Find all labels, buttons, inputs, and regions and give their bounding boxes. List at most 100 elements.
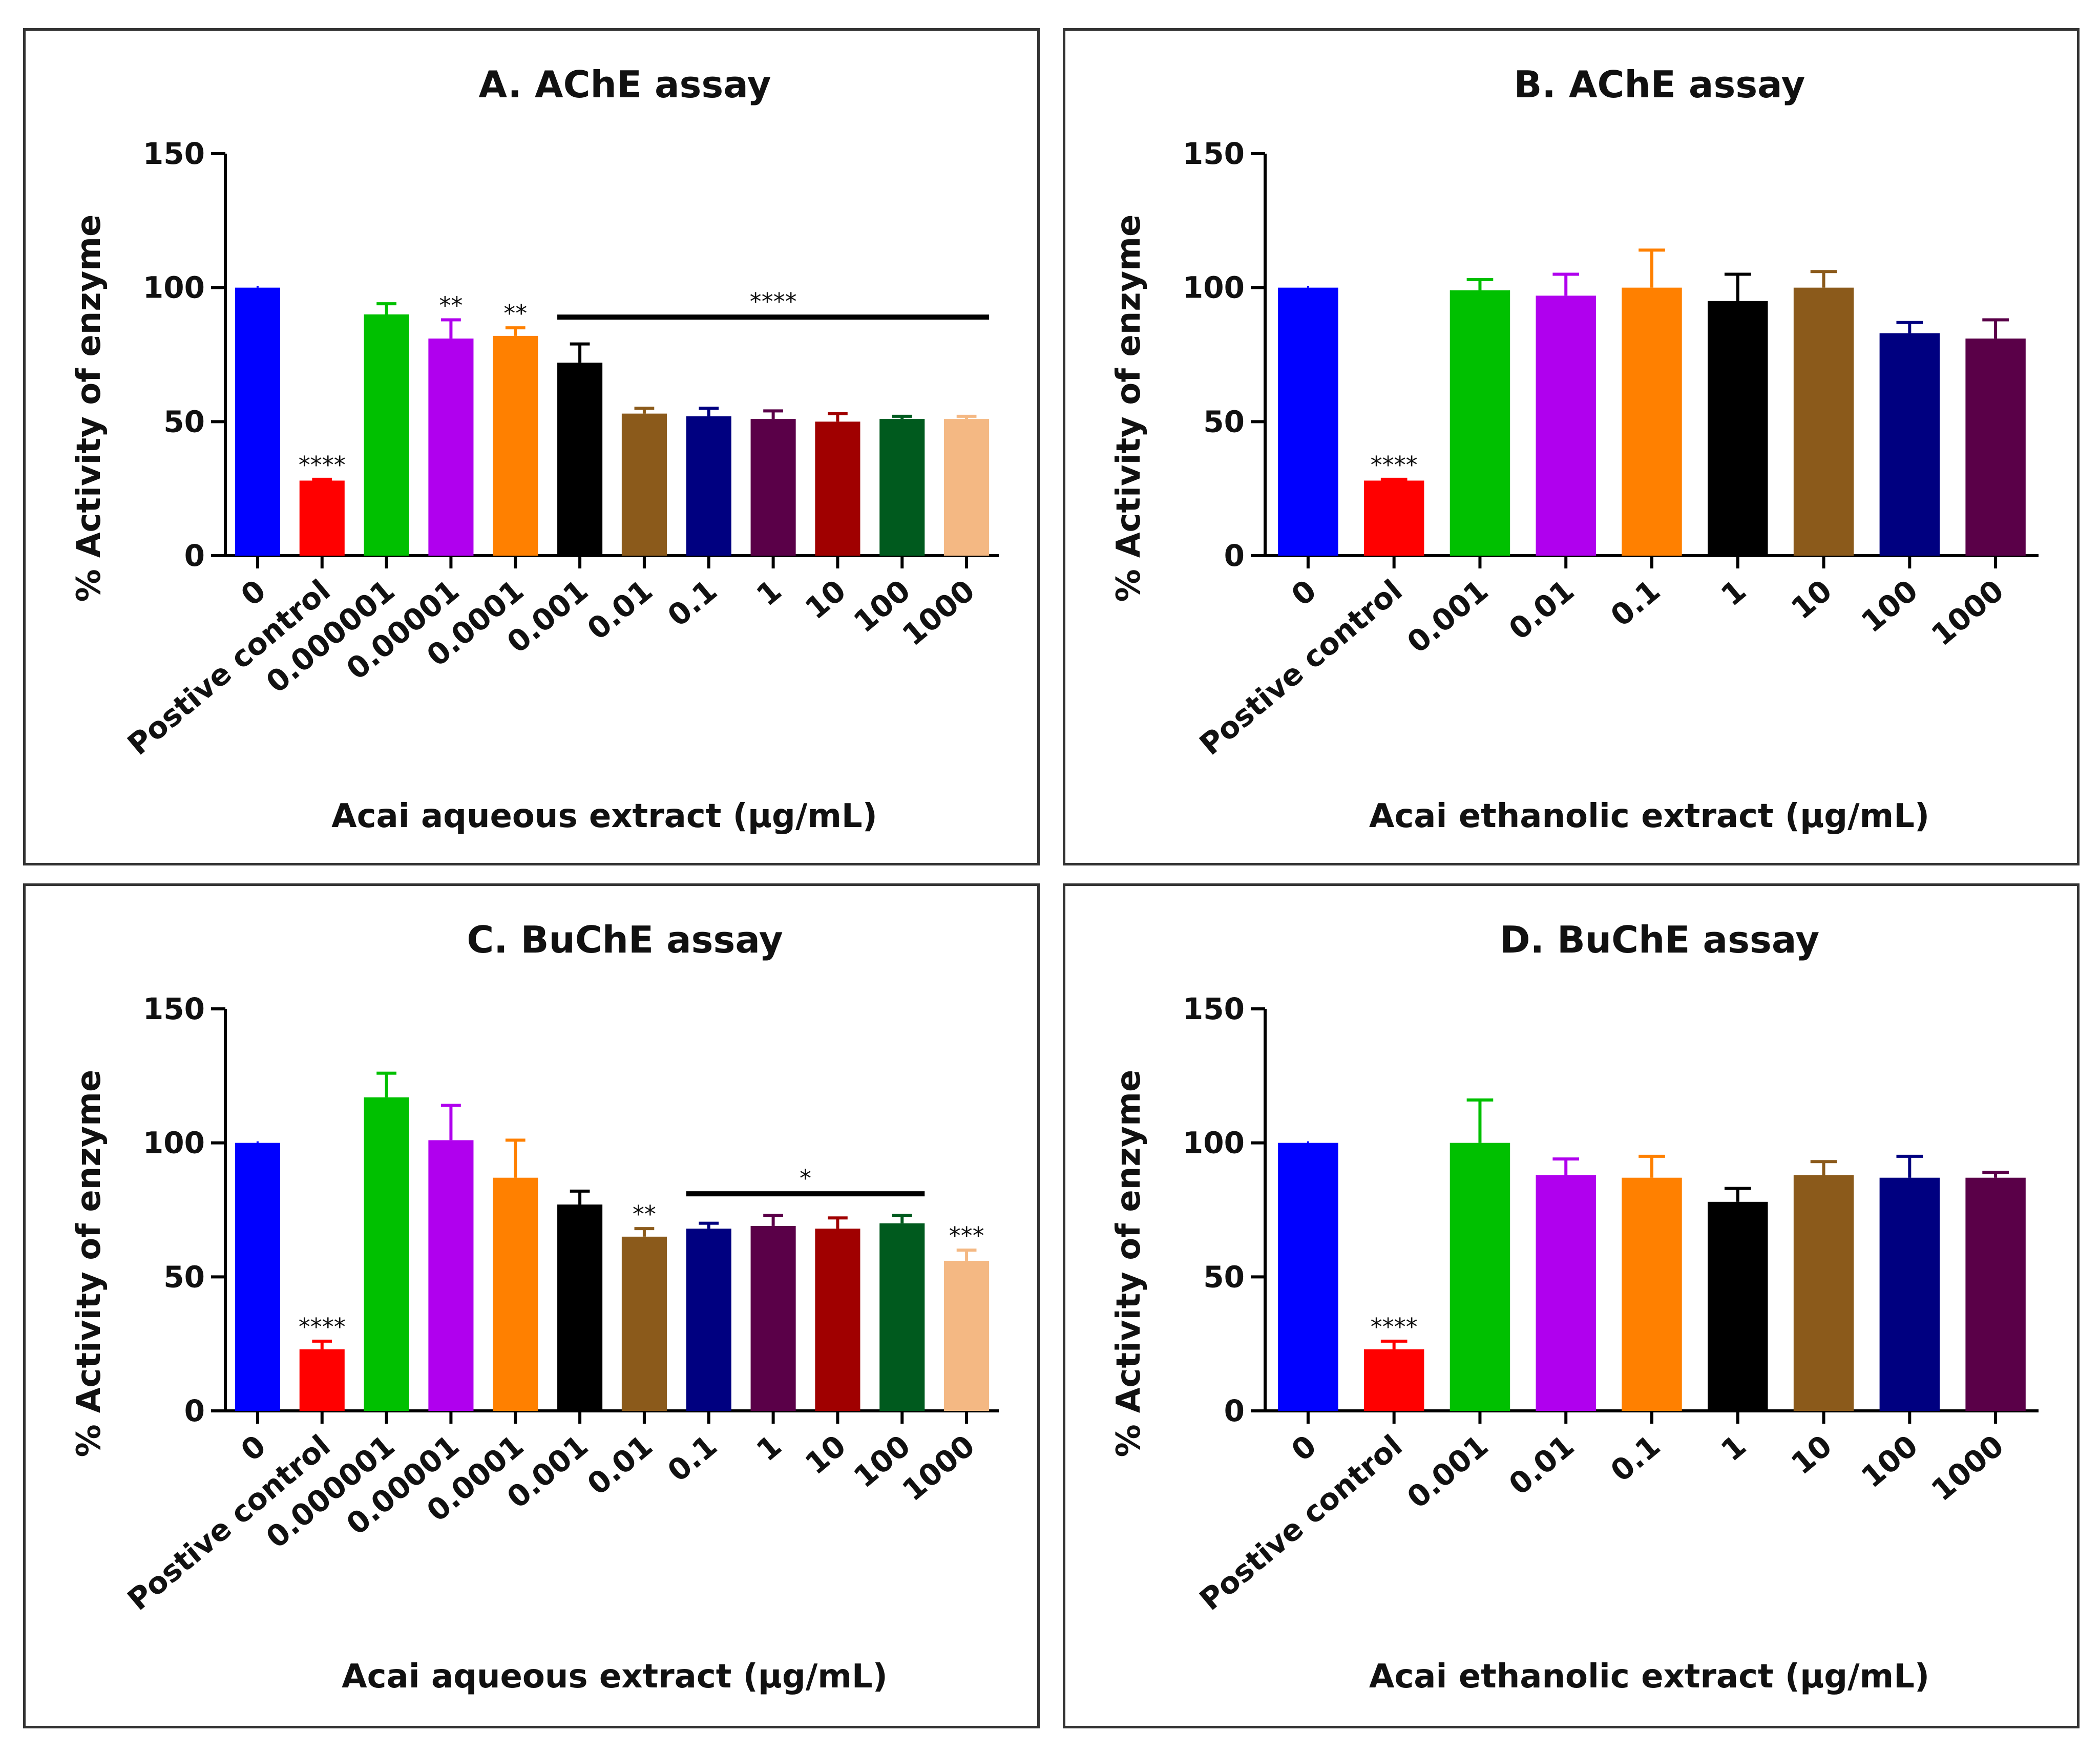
y-tick-label: 150	[143, 991, 205, 1026]
panel-c: C. BuChE assay % Activity of enzyme Acai…	[23, 883, 1040, 1728]
x-axis-label: Acai aqueous extract (µg/mL)	[331, 797, 877, 835]
bar-0	[235, 287, 280, 556]
bar-10	[879, 419, 925, 556]
chart-c-svg: C. BuChE assay % Activity of enzyme Acai…	[70, 918, 999, 1696]
panel-b: B. AChE assay % Activity of enzyme Acai …	[1063, 28, 2080, 865]
significance-span-label: ****	[750, 288, 797, 315]
y-tick-label: 0	[184, 1393, 205, 1428]
bar-4	[1622, 287, 1682, 556]
x-tick-label: 1	[750, 573, 788, 613]
bar-8	[750, 419, 796, 556]
y-tick-label: 0	[1224, 538, 1245, 573]
bar-4	[493, 1177, 538, 1411]
x-tick-label: 10	[1784, 1428, 1839, 1482]
chart-title: C. BuChE assay	[467, 918, 783, 961]
bar-2	[364, 1097, 409, 1411]
x-tick-label: 1	[1714, 573, 1753, 613]
significance-span-label: *	[800, 1165, 811, 1192]
bar-1	[1363, 480, 1424, 556]
bar-9	[815, 421, 860, 556]
y-tick-label: 100	[143, 1126, 205, 1160]
significance-label: **	[633, 1200, 656, 1228]
bar-10	[879, 1223, 925, 1411]
bar-1	[299, 480, 345, 556]
panel-a: A. AChE assay % Activity of enzyme Acai …	[23, 28, 1040, 865]
significance-label: ****	[1371, 451, 1418, 479]
chart-title: A. AChE assay	[478, 63, 771, 106]
x-tick-label: 100	[1855, 1428, 1924, 1495]
bar-5	[1708, 301, 1768, 556]
bar-4	[1622, 1177, 1682, 1411]
bar-3	[428, 339, 474, 556]
bar-1	[299, 1349, 345, 1411]
bar-4	[493, 335, 538, 556]
significance-label: ****	[299, 1313, 346, 1341]
bar-0	[1278, 287, 1338, 556]
x-tick-label: 1000	[896, 573, 981, 653]
x-tick-label: 100	[1855, 573, 1924, 640]
y-tick-label: 0	[184, 538, 205, 573]
y-tick-label: 100	[1183, 270, 1245, 305]
y-tick-label: 50	[163, 1259, 205, 1294]
significance-label: ***	[949, 1222, 984, 1250]
x-tick-label: 0.1	[1604, 1428, 1667, 1489]
x-tick-label: 0	[1285, 573, 1323, 613]
bar-8	[1965, 339, 2026, 556]
bar-2	[1450, 290, 1510, 556]
x-tick-label: 10	[799, 1428, 853, 1482]
x-tick-label: 0.001	[1400, 1428, 1495, 1515]
bar-11	[944, 419, 990, 556]
y-tick-label: 50	[1203, 404, 1245, 439]
bar-8	[1965, 1177, 2026, 1411]
x-tick-label: 0	[234, 1428, 272, 1468]
x-tick-label: 0.01	[581, 1428, 659, 1502]
significance-label: **	[439, 291, 463, 319]
y-tick-label: 150	[143, 136, 205, 171]
chart-d-svg: D. BuChE assay % Activity of enzyme Acai…	[1110, 918, 2039, 1696]
chart-title: D. BuChE assay	[1500, 918, 1819, 961]
bar-9	[815, 1229, 860, 1411]
x-tick-label: 1000	[1925, 1428, 2010, 1508]
bar-6	[1793, 287, 1854, 556]
bar-3	[1536, 1175, 1596, 1411]
bar-2	[364, 314, 409, 556]
y-tick-label: 50	[163, 404, 205, 439]
significance-label: **	[503, 300, 527, 327]
y-axis-label: % Activity of enzyme	[1110, 215, 1148, 602]
x-axis-label: Acai aqueous extract (µg/mL)	[342, 1658, 888, 1696]
bar-2	[1450, 1143, 1510, 1411]
y-axis-label: % Activity of enzyme	[1110, 1070, 1148, 1457]
x-tick-label: 0	[1285, 1428, 1323, 1468]
x-tick-label: 0.01	[581, 573, 659, 647]
bar-8	[750, 1225, 796, 1411]
x-tick-label: 1	[1714, 1428, 1753, 1468]
bar-6	[621, 413, 667, 556]
y-tick-label: 0	[1224, 1393, 1245, 1428]
y-tick-label: 100	[1183, 1126, 1245, 1160]
bar-6	[621, 1236, 667, 1411]
bar-7	[1879, 333, 1940, 556]
bar-0	[1278, 1143, 1338, 1411]
chart-title: B. AChE assay	[1514, 63, 1805, 106]
bar-5	[1708, 1201, 1768, 1411]
y-tick-label: 150	[1183, 136, 1245, 171]
bar-1	[1363, 1349, 1424, 1411]
y-tick-label: 100	[143, 270, 205, 305]
bar-5	[557, 363, 603, 556]
bar-7	[686, 1229, 731, 1411]
x-tick-label: 0.01	[1502, 1428, 1581, 1502]
x-tick-label: 1000	[896, 1428, 981, 1508]
x-tick-label: 0	[234, 573, 272, 613]
y-tick-label: 150	[1183, 991, 1245, 1026]
x-tick-label: 0.1	[1604, 573, 1667, 633]
bar-0	[235, 1143, 280, 1411]
bar-3	[428, 1140, 474, 1411]
x-tick-label: 10	[799, 573, 853, 626]
bar-7	[686, 416, 731, 556]
bar-6	[1793, 1175, 1854, 1411]
panel-d: D. BuChE assay % Activity of enzyme Acai…	[1063, 883, 2080, 1728]
x-tick-label: 1000	[1925, 573, 2010, 653]
significance-label: ****	[1371, 1313, 1418, 1341]
y-axis-label: % Activity of enzyme	[70, 1070, 108, 1457]
x-axis-label: Acai ethanolic extract (µg/mL)	[1369, 797, 1929, 835]
